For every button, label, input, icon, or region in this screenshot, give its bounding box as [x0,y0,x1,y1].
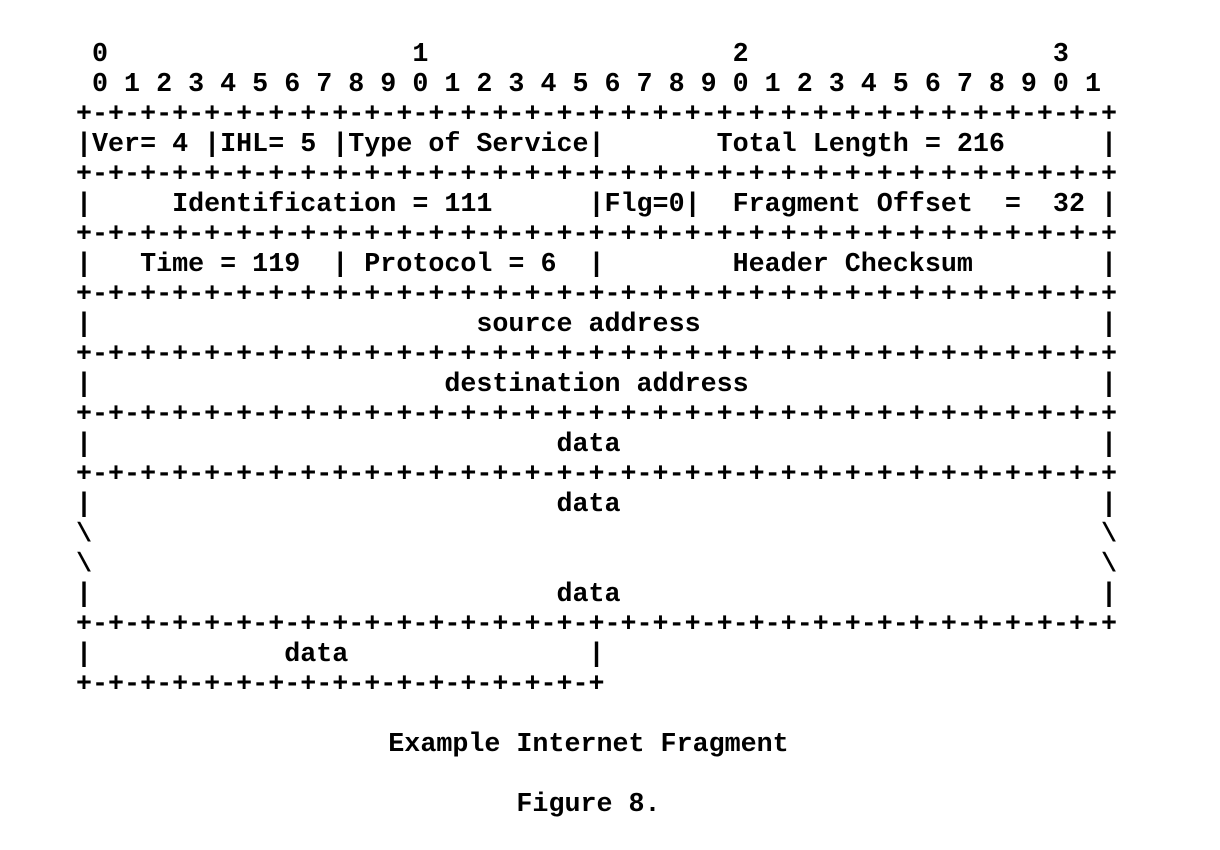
figure-container: 0 1 2 3 0 1 2 3 4 5 6 7 8 9 0 1 2 3 4 5 … [76,40,1117,820]
ip-header-ascii-diagram: 0 1 2 3 0 1 2 3 4 5 6 7 8 9 0 1 2 3 4 5 … [76,40,1117,700]
figure-caption: Example Internet Fragment [388,730,789,760]
figure-label: Figure 8. [516,790,661,820]
